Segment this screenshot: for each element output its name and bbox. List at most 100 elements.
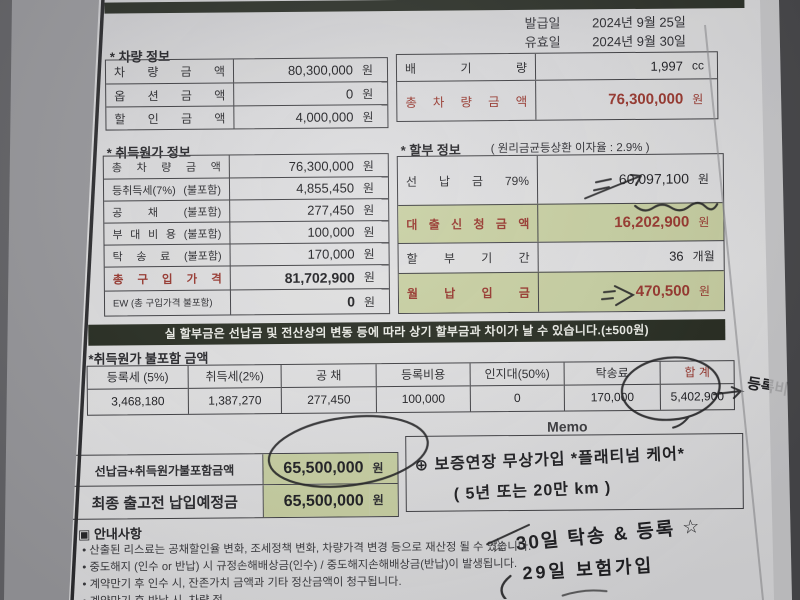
row-label: 총 차 량 금 액 bbox=[111, 161, 221, 175]
guidance-bullet: • 계약만기 후 인수 시, 잔존가치 금액과 기타 정산금액이 청구됩니다. bbox=[82, 575, 402, 591]
table-row: 옵 션 금 액 0 원 bbox=[106, 81, 388, 107]
handwritten-side-note: 등록비계좌 bbox=[745, 375, 800, 404]
row-label: 선 납 금 79% bbox=[405, 173, 530, 189]
row-value: 100,000 bbox=[307, 224, 355, 240]
issue-date-value: 2024년 9월 25일 bbox=[592, 14, 686, 31]
row-value: 0 bbox=[345, 85, 354, 101]
column-value: 170,000 bbox=[590, 389, 635, 405]
row-label: 월 납 입 금 bbox=[406, 285, 531, 301]
excluded-costs-table: 등록세 (5%) 3,468,180 취득세(2%) 1,387,270 공 채… bbox=[86, 360, 735, 416]
row-value: 65,500,000 bbox=[263, 484, 370, 518]
table-row: 차 량 금 액 80,300,000 원 bbox=[105, 58, 387, 84]
row-unit: 원 bbox=[363, 225, 375, 240]
row-unit: 원 bbox=[698, 215, 710, 230]
pen-cut-stroke bbox=[561, 589, 608, 597]
summary-table: 선납금+취득원가불포함금액 65,500,000 원 최종 출고전 납입예정금 … bbox=[65, 452, 399, 520]
valid-date-label: 유효일 bbox=[524, 34, 561, 50]
row-label: 탁 송 료 (불포함) bbox=[112, 250, 222, 264]
row-value: 0 bbox=[347, 293, 356, 310]
handwritten-insurance-note: 29일 보험가입 bbox=[521, 555, 655, 584]
row-label: 부 대 비 용 (불포함) bbox=[112, 228, 222, 242]
issue-date-row: 발급일 2024년 9월 25일 bbox=[524, 11, 686, 31]
row-label: 최종 출고전 납입예정금 bbox=[91, 493, 239, 513]
row-unit: 원 bbox=[692, 92, 704, 107]
column-value: 3,468,180 bbox=[111, 394, 165, 409]
table-row: 등취득세(7%) (불포함) 4,855,450 원 bbox=[103, 176, 389, 201]
column-value: 1,387,270 bbox=[208, 393, 262, 408]
table-column: 등록세 (5%) 3,468,180 bbox=[87, 365, 189, 415]
row-unit: 원 bbox=[362, 181, 375, 196]
row-value: 60,097,100 bbox=[618, 170, 690, 188]
row-unit: 원 bbox=[361, 63, 374, 78]
table-column: 탁송료 170,000 bbox=[564, 361, 661, 411]
row-label: 공 채 (불포함) bbox=[112, 206, 222, 220]
row-label: 총 구 입 가 격 bbox=[112, 273, 222, 287]
table-row: 최종 출고전 납입예정금 65,500,000 원 bbox=[66, 483, 398, 519]
row-unit: 원 bbox=[363, 203, 375, 218]
row-unit: 원 bbox=[362, 109, 374, 124]
row-value: 4,855,450 bbox=[296, 180, 355, 196]
row-unit: 원 bbox=[698, 284, 711, 299]
table-row: 총 차 량 금 액 76,300,000 원 bbox=[397, 78, 718, 122]
table-row: 배 기 량 1,997 cc bbox=[396, 52, 717, 82]
column-header: 탁송료 bbox=[564, 361, 660, 386]
row-label: 할 부 기 간 bbox=[406, 250, 530, 266]
row-value: 76,300,000 bbox=[608, 90, 684, 109]
guidance-bullet: • 계약만기 후 반납 시, 차량 정 bbox=[83, 592, 223, 600]
row-value: 36 bbox=[669, 248, 684, 264]
table-column: 합 계 5,402,900 bbox=[660, 361, 734, 410]
row-label: 차 량 금 액 bbox=[113, 64, 226, 80]
guidance-bullet: • 중도해지 (인수 or 반납) 시 규정손해배상금(인수) / 중도해지손해… bbox=[82, 557, 518, 574]
valid-date-value: 2024년 9월 30일 bbox=[592, 33, 687, 50]
row-unit: 원 bbox=[363, 247, 375, 262]
row-unit: 원 bbox=[369, 453, 398, 484]
valid-date-row: 유효일 2024년 9월 30일 bbox=[525, 30, 686, 50]
table-row: 선 납 금 79% 60,097,100 원 bbox=[397, 154, 723, 206]
row-unit: 원 bbox=[363, 270, 375, 285]
row-value: 277,450 bbox=[307, 202, 355, 218]
row-label: 선납금+취득원가불포함금액 bbox=[94, 462, 235, 479]
installment-notice-banner: 실 할부금은 선납금 및 전산상의 변동 등에 따라 상기 할부금과 차이가 날… bbox=[88, 319, 726, 346]
pen-paren bbox=[500, 574, 512, 600]
table-row: 총 구 입 가 격 81,702,900 원 bbox=[104, 264, 389, 291]
table-row: 탁 송 료 (불포함) 170,000 원 bbox=[104, 242, 389, 267]
table-row: 할 인 금 액 4,000,000 원 bbox=[106, 104, 388, 130]
row-unit: 원 bbox=[697, 171, 710, 186]
table-column: 인지대(50%) 0 bbox=[470, 362, 565, 412]
row-value: 470,500 bbox=[635, 282, 691, 300]
memo-title: Memo bbox=[547, 418, 588, 435]
guidance-section-title: ▣ 안내사항 bbox=[77, 526, 142, 542]
row-value: 4,000,000 bbox=[295, 108, 354, 125]
table-column: 취득세(2%) 1,387,270 bbox=[188, 365, 282, 414]
row-unit: 원 bbox=[362, 86, 374, 101]
table-row: 대 출 신 청 금 액 16,202,900 원 bbox=[398, 202, 724, 244]
row-value: 1,997 bbox=[650, 58, 684, 74]
column-header: 등록세 (5%) bbox=[87, 365, 188, 390]
row-unit: 원 bbox=[369, 484, 398, 517]
table-row: 부 대 비 용 (불포함) 100,000 원 bbox=[104, 220, 389, 245]
row-label: 총 차 량 금 액 bbox=[405, 94, 528, 110]
row-value: 65,500,000 bbox=[263, 453, 370, 485]
row-label: 옵 션 금 액 bbox=[114, 88, 226, 103]
column-header: 합 계 bbox=[660, 361, 734, 385]
table-column: 등록비용 100,000 bbox=[376, 363, 471, 413]
table-row: EW (총 구입가격 불포함) 0 원 bbox=[104, 288, 390, 316]
table-row: 월 납 입 금 470,500 원 bbox=[398, 270, 725, 314]
row-unit: cc bbox=[691, 58, 705, 73]
table-row: 공 채 (불포함) 277,450 원 bbox=[104, 198, 389, 223]
vehicle-table: 차 량 금 액 80,300,000 원 옵 션 금 액 0 원 할 인 금 액… bbox=[104, 57, 389, 131]
row-label: EW (총 구입가격 불포함) bbox=[112, 297, 213, 310]
row-value: 80,300,000 bbox=[287, 62, 354, 78]
column-header: 공 채 bbox=[281, 364, 376, 389]
row-value: 76,300,000 bbox=[288, 157, 354, 174]
column-value: 0 bbox=[513, 390, 521, 406]
issue-date-label: 발급일 bbox=[524, 15, 561, 31]
column-header: 취득세(2%) bbox=[188, 365, 281, 389]
table-row: 총 차 량 금 액 76,300,000 원 bbox=[103, 154, 388, 179]
table-row: 선납금+취득원가불포함금액 65,500,000 원 bbox=[66, 453, 398, 486]
row-value: 81,702,900 bbox=[284, 268, 355, 286]
column-value: 5,402,900 bbox=[670, 389, 725, 404]
column-value: 100,000 bbox=[401, 391, 446, 406]
row-unit: 원 bbox=[362, 158, 374, 173]
